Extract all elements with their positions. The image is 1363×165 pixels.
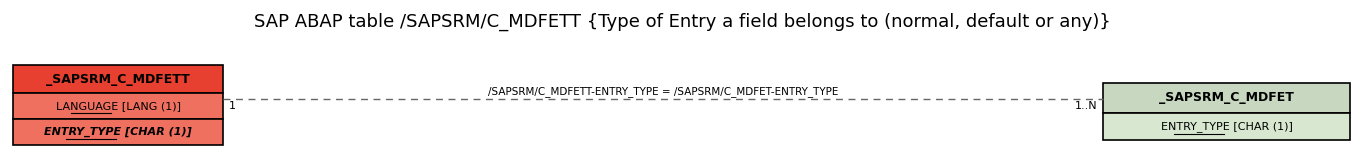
Bar — [1103, 83, 1349, 113]
Text: SAP ABAP table /SAPSRM/C_MDFETT {Type of Entry a field belongs to (normal, defau: SAP ABAP table /SAPSRM/C_MDFETT {Type of… — [254, 13, 1111, 31]
Text: 1..N: 1..N — [1074, 101, 1097, 111]
Text: _SAPSRM_C_MDFETT: _SAPSRM_C_MDFETT — [46, 72, 189, 85]
Bar — [14, 93, 224, 119]
Bar — [14, 65, 224, 93]
Bar — [1103, 113, 1349, 140]
Text: ENTRY_TYPE [CHAR (1)]: ENTRY_TYPE [CHAR (1)] — [1160, 121, 1292, 132]
Text: /SAPSRM/C_MDFETT-ENTRY_TYPE = /SAPSRM/C_MDFET-ENTRY_TYPE: /SAPSRM/C_MDFETT-ENTRY_TYPE = /SAPSRM/C_… — [488, 86, 838, 97]
Text: _SAPSRM_C_MDFET: _SAPSRM_C_MDFET — [1159, 92, 1293, 104]
Text: 1: 1 — [229, 101, 236, 111]
Bar — [14, 119, 224, 145]
Text: LANGUAGE [LANG (1)]: LANGUAGE [LANG (1)] — [56, 101, 180, 111]
Text: ENTRY_TYPE [CHAR (1)]: ENTRY_TYPE [CHAR (1)] — [44, 127, 192, 137]
